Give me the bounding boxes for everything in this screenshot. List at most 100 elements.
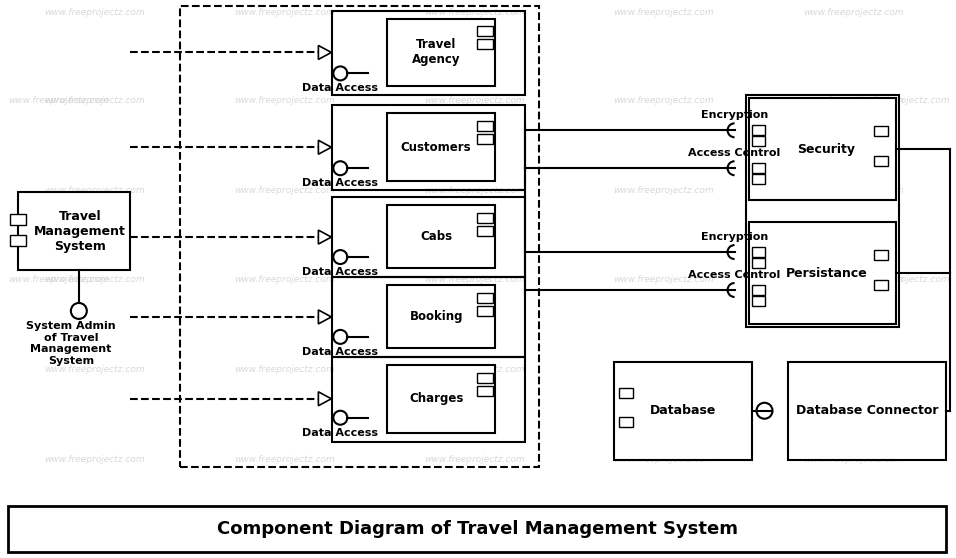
Text: www.freeprojectz.com: www.freeprojectz.com bbox=[614, 96, 714, 105]
Text: www.freeprojectz.com: www.freeprojectz.com bbox=[424, 96, 525, 105]
Text: www.freeprojectz.com: www.freeprojectz.com bbox=[8, 96, 109, 105]
Text: www.freeprojectz.com: www.freeprojectz.com bbox=[45, 96, 145, 105]
Text: www.freeprojectz.com: www.freeprojectz.com bbox=[45, 8, 145, 17]
Bar bbox=[751, 296, 766, 306]
Bar bbox=[746, 95, 900, 327]
Text: www.freeprojectz.com: www.freeprojectz.com bbox=[234, 455, 335, 464]
Bar bbox=[333, 277, 525, 357]
Text: Data Access: Data Access bbox=[302, 347, 379, 357]
Bar bbox=[387, 365, 495, 432]
Text: www.freeprojectz.com: www.freeprojectz.com bbox=[803, 96, 903, 105]
Bar bbox=[477, 134, 493, 145]
Bar bbox=[333, 105, 525, 190]
Polygon shape bbox=[318, 310, 332, 324]
Bar bbox=[18, 192, 130, 270]
Text: www.freeprojectz.com: www.freeprojectz.com bbox=[45, 186, 145, 195]
Bar bbox=[789, 362, 946, 460]
Text: Cabs: Cabs bbox=[420, 230, 452, 243]
Text: www.freeprojectz.com: www.freeprojectz.com bbox=[234, 276, 335, 285]
Bar bbox=[10, 214, 26, 225]
Text: www.freeprojectz.com: www.freeprojectz.com bbox=[8, 276, 109, 285]
Text: www.freeprojectz.com: www.freeprojectz.com bbox=[614, 8, 714, 17]
Text: Travel
Management
System: Travel Management System bbox=[33, 210, 126, 253]
Text: www.freeprojectz.com: www.freeprojectz.com bbox=[424, 186, 525, 195]
Bar bbox=[751, 258, 766, 268]
Text: www.freeprojectz.com: www.freeprojectz.com bbox=[614, 365, 714, 374]
Text: Encryption: Encryption bbox=[701, 232, 769, 242]
Bar bbox=[387, 205, 495, 268]
Text: www.freeprojectz.com: www.freeprojectz.com bbox=[850, 276, 950, 285]
Polygon shape bbox=[318, 230, 332, 244]
Bar bbox=[751, 126, 766, 135]
Text: www.freeprojectz.com: www.freeprojectz.com bbox=[803, 365, 903, 374]
Bar bbox=[477, 40, 493, 50]
Text: Data Access: Data Access bbox=[302, 83, 379, 93]
Text: www.freeprojectz.com: www.freeprojectz.com bbox=[234, 96, 335, 105]
Bar bbox=[875, 126, 888, 136]
Bar bbox=[477, 386, 493, 396]
Text: www.freeprojectz.com: www.freeprojectz.com bbox=[614, 186, 714, 195]
Text: Booking: Booking bbox=[409, 310, 463, 323]
Bar bbox=[387, 113, 495, 181]
Bar bbox=[614, 362, 751, 460]
Polygon shape bbox=[318, 140, 332, 154]
Bar bbox=[477, 121, 493, 131]
Bar bbox=[180, 6, 539, 466]
Bar bbox=[875, 280, 888, 290]
Text: Component Diagram of Travel Management System: Component Diagram of Travel Management S… bbox=[217, 519, 738, 537]
Text: www.freeprojectz.com: www.freeprojectz.com bbox=[234, 365, 335, 374]
Bar bbox=[333, 11, 525, 95]
Polygon shape bbox=[318, 392, 332, 406]
Bar bbox=[751, 163, 766, 173]
Text: Database: Database bbox=[649, 404, 716, 417]
Bar bbox=[477, 213, 493, 223]
Bar bbox=[8, 506, 946, 552]
Bar bbox=[875, 249, 888, 259]
Text: Access Control: Access Control bbox=[688, 270, 781, 280]
Bar bbox=[477, 373, 493, 383]
Text: Access Control: Access Control bbox=[688, 148, 781, 158]
Text: www.freeprojectz.com: www.freeprojectz.com bbox=[234, 186, 335, 195]
Text: www.freeprojectz.com: www.freeprojectz.com bbox=[614, 276, 714, 285]
Text: www.freeprojectz.com: www.freeprojectz.com bbox=[803, 276, 903, 285]
Text: Data Access: Data Access bbox=[302, 178, 379, 188]
Text: Database Connector: Database Connector bbox=[796, 404, 939, 417]
Bar bbox=[749, 98, 896, 200]
Bar bbox=[477, 226, 493, 236]
Bar bbox=[751, 136, 766, 146]
Text: Data Access: Data Access bbox=[302, 428, 379, 437]
Bar bbox=[477, 26, 493, 36]
Text: www.freeprojectz.com: www.freeprojectz.com bbox=[424, 8, 525, 17]
Bar bbox=[333, 357, 525, 442]
Text: www.freeprojectz.com: www.freeprojectz.com bbox=[850, 96, 950, 105]
Bar bbox=[333, 197, 525, 277]
Bar bbox=[749, 222, 896, 324]
Text: www.freeprojectz.com: www.freeprojectz.com bbox=[45, 365, 145, 374]
Text: Travel
Agency: Travel Agency bbox=[412, 39, 461, 66]
Text: Customers: Customers bbox=[401, 141, 471, 154]
Polygon shape bbox=[318, 45, 332, 60]
Text: www.freeprojectz.com: www.freeprojectz.com bbox=[45, 276, 145, 285]
Text: Data Access: Data Access bbox=[302, 267, 379, 277]
Text: www.freeprojectz.com: www.freeprojectz.com bbox=[803, 186, 903, 195]
Bar bbox=[751, 285, 766, 295]
Text: Charges: Charges bbox=[409, 392, 464, 405]
Bar bbox=[875, 156, 888, 166]
Bar bbox=[751, 174, 766, 184]
Bar bbox=[619, 417, 633, 427]
Text: Security: Security bbox=[797, 143, 856, 156]
Text: Persistance: Persistance bbox=[786, 267, 867, 280]
Bar bbox=[477, 306, 493, 316]
Bar bbox=[387, 285, 495, 348]
Text: Encryption: Encryption bbox=[701, 110, 769, 121]
Text: www.freeprojectz.com: www.freeprojectz.com bbox=[234, 8, 335, 17]
Bar bbox=[387, 18, 495, 86]
Text: www.freeprojectz.com: www.freeprojectz.com bbox=[803, 8, 903, 17]
Text: System Admin
of Travel
Management
System: System Admin of Travel Management System bbox=[26, 321, 116, 365]
Bar bbox=[477, 293, 493, 303]
Bar bbox=[619, 388, 633, 398]
Text: www.freeprojectz.com: www.freeprojectz.com bbox=[424, 455, 525, 464]
Text: www.freeprojectz.com: www.freeprojectz.com bbox=[614, 455, 714, 464]
Text: www.freeprojectz.com: www.freeprojectz.com bbox=[803, 455, 903, 464]
Text: www.freeprojectz.com: www.freeprojectz.com bbox=[45, 455, 145, 464]
